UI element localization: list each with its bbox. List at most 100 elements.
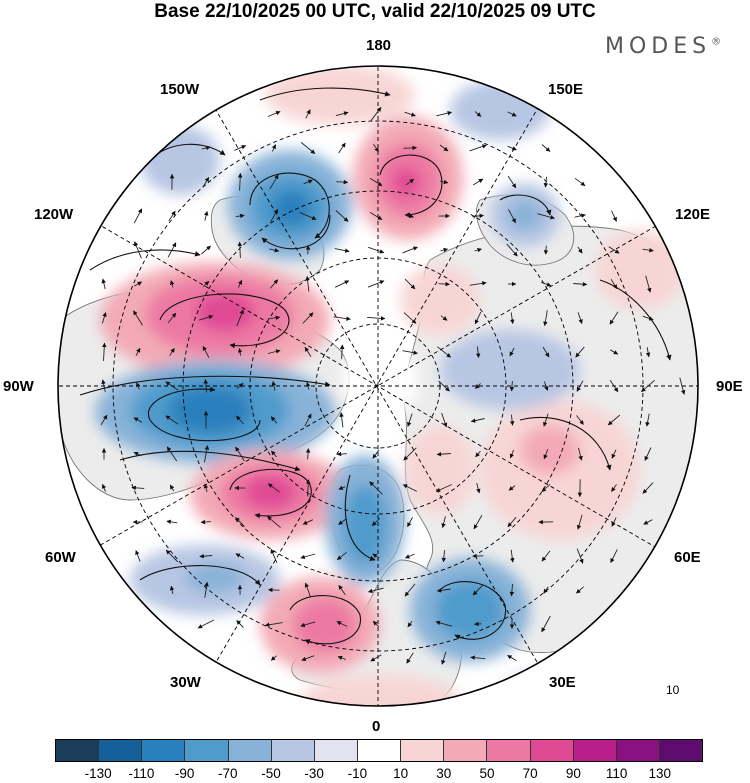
wind-vector [236,415,244,425]
stream-siberia [519,416,612,471]
wind-vector [202,177,210,187]
wind-vector [235,446,245,462]
wind-vector [305,448,311,460]
wind-vector [269,248,280,253]
wind-vector [369,177,383,187]
colorbar-swatch [357,740,402,761]
wind-vector [338,142,346,154]
wind-vector [372,449,380,459]
logo-text: MODES [605,34,712,59]
wind-vector [543,381,549,391]
wind-vector [472,213,485,219]
wind-vector [235,553,245,559]
colorbar-swatch [573,740,617,761]
wind-vector [507,175,517,189]
colorbar-swatch [228,740,272,761]
colorbar-ticks: -130 -110 -90 -70 -50 -30 -10 10 30 50 70 90 110 130 [55,766,703,783]
wind-vector [436,110,453,117]
wind-vector [436,588,451,593]
wind-vector [469,144,487,152]
wind-vector [101,483,107,492]
wind-vector [270,655,278,661]
wind-vector [543,245,549,255]
wind-vector [304,346,312,357]
lon-label-30w: 30W [170,674,201,691]
wind-vector [203,379,209,393]
colorbar-swatch [99,740,143,761]
wind-vector [403,447,417,461]
colorbar-swatch [487,740,531,761]
wind-vector [577,246,583,254]
wind-vector [507,111,517,117]
wind-vector [541,483,551,493]
wind-vector [441,651,447,665]
meridian-120e-60w [96,225,657,548]
wind-vector [304,582,311,598]
pos-anomaly-east-atlantic [405,425,475,515]
wind-vector [508,209,516,224]
wind-vector [336,551,347,561]
wind-vector [169,484,175,492]
wind-vector [436,451,451,457]
wind-vector [441,550,447,563]
wind-vector [476,482,481,494]
wind-vector [131,485,145,491]
wind-vector [166,519,178,525]
lon-label-150w: 150W [160,81,200,98]
wind-vector [574,177,586,187]
wind-vector [369,212,383,220]
wind-vector [404,583,416,597]
wind-vector [642,315,654,321]
wind-vector [133,208,143,224]
wind-vector [270,548,278,563]
wind-vector [438,281,450,287]
wind-vector [302,312,314,324]
wind-vector [102,342,107,361]
stream-north-top [259,87,391,101]
wind-vector [305,109,311,119]
wind-vector [305,381,311,390]
stream-vortex-hudson [147,386,261,442]
wind-vector [541,144,551,152]
wind-vector [372,553,380,559]
colorbar-swatch [185,740,229,761]
colorbar-tick-label: 50 [479,766,495,781]
colorbar-tick-label: 30 [436,766,452,781]
wind-vector [169,585,175,594]
colorbar-swatch [659,740,703,761]
wind-vector [641,379,655,393]
wind-vector [133,310,143,326]
colorbar-swatch [142,740,186,761]
wind-vector [169,280,175,288]
wind-vector [371,517,381,527]
meridian-30e-150w [212,104,538,663]
map-border [57,65,699,707]
wind-vector [165,549,179,563]
modes-logo: MODES® [605,34,721,59]
wind-vector [574,213,586,218]
wind-vector [404,278,416,290]
wind-vector [269,174,279,190]
wind-vector [267,483,280,493]
pos-anomaly-central-arctic [400,265,480,335]
colorbar-tick-label: -110 [128,766,155,781]
colorbar-swatch [401,740,445,761]
wind-vector [537,213,555,220]
colorbar-swatch [271,740,315,761]
wind-vector [299,212,317,220]
wind-vector [300,621,316,628]
wind-vector [166,446,178,462]
wind-vector [509,584,515,597]
wind-vector [302,519,314,525]
wind-vector [509,449,515,459]
stream-vortex-bering-1 [249,172,330,239]
wind-vector [271,380,277,391]
wind-vector [472,584,484,596]
wind-vector [543,413,549,427]
wind-vector [402,484,418,492]
wind-vector [643,519,653,525]
wind-vector [338,584,346,596]
wind-vector [403,312,417,324]
wind-vector [573,281,588,287]
wind-vector [473,514,483,530]
